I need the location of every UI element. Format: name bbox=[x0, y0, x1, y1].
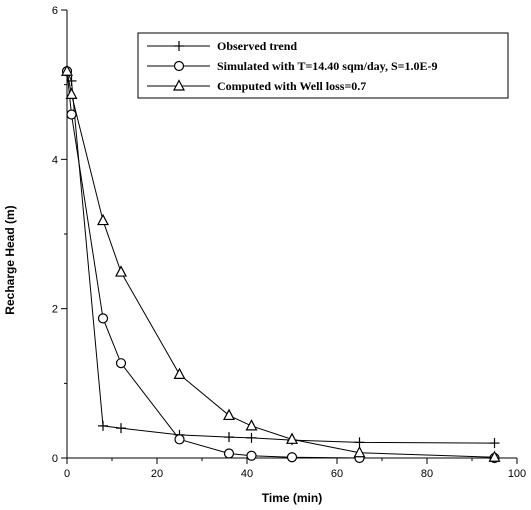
series-plus bbox=[62, 66, 500, 449]
triangle-marker bbox=[61, 64, 73, 76]
legend-item-plus: Observed trend bbox=[147, 39, 297, 53]
series-triangle bbox=[61, 64, 501, 462]
triangle-marker bbox=[353, 445, 366, 458]
x-tick-label: 40 bbox=[241, 468, 253, 480]
legend-box bbox=[137, 32, 509, 99]
circle-marker bbox=[286, 452, 298, 463]
circle-marker bbox=[97, 313, 109, 324]
triangle-marker bbox=[245, 419, 258, 431]
axes: 0 20 40 60 80 100 0 2 4 6 bbox=[52, 5, 526, 480]
x-tick-label: 80 bbox=[421, 468, 433, 480]
x-tick-label: 0 bbox=[64, 468, 70, 480]
triangle-marker bbox=[173, 367, 186, 379]
x-axis-title: Time (min) bbox=[262, 491, 322, 505]
series-line bbox=[66, 71, 495, 444]
circle-marker bbox=[66, 109, 77, 120]
series-line bbox=[66, 71, 495, 458]
circle-marker bbox=[246, 450, 257, 461]
x-tick-label: 20 bbox=[151, 468, 163, 480]
triangle-marker bbox=[115, 265, 127, 277]
legend-label: Simulated with T=14.40 sqm/day, S=1.0E-9 bbox=[217, 59, 438, 73]
legend-item-circle: Simulated with T=14.40 sqm/day, S=1.0E-9 bbox=[147, 59, 438, 73]
series-layer bbox=[61, 64, 501, 464]
circle-marker bbox=[223, 448, 235, 459]
x-tick-label: 100 bbox=[508, 468, 526, 480]
triangle-marker bbox=[173, 79, 185, 91]
series-circle bbox=[61, 66, 500, 464]
y-tick-label: 2 bbox=[52, 304, 58, 316]
plus-marker bbox=[224, 432, 234, 443]
y-axis-title: Recharge Head (m) bbox=[3, 205, 17, 314]
circle-marker bbox=[174, 434, 185, 445]
legend-label: Computed with Well loss=0.7 bbox=[217, 79, 366, 93]
plus-marker bbox=[354, 437, 365, 448]
triangle-marker bbox=[488, 450, 501, 462]
legend-item-triangle: Computed with Well loss=0.7 bbox=[147, 79, 366, 93]
circle-marker bbox=[173, 60, 185, 72]
triangle-marker bbox=[223, 408, 235, 421]
legend-label: Observed trend bbox=[217, 39, 297, 53]
x-tick-label: 60 bbox=[331, 468, 343, 480]
triangle-marker bbox=[97, 213, 109, 226]
y-tick-label: 6 bbox=[52, 5, 58, 17]
plus-marker bbox=[98, 420, 108, 431]
plus-marker bbox=[116, 423, 126, 434]
circle-marker bbox=[115, 358, 127, 369]
plus-marker bbox=[246, 432, 257, 443]
y-tick-label: 0 bbox=[52, 453, 58, 465]
legend: Observed trend Simulated with T=14.40 sqm… bbox=[137, 32, 509, 99]
y-tick-label: 4 bbox=[52, 154, 58, 166]
triangle-marker bbox=[286, 432, 298, 444]
plus-marker bbox=[489, 438, 500, 449]
triangle-marker bbox=[65, 87, 78, 99]
series-line bbox=[66, 71, 495, 459]
plus-marker bbox=[174, 41, 184, 51]
